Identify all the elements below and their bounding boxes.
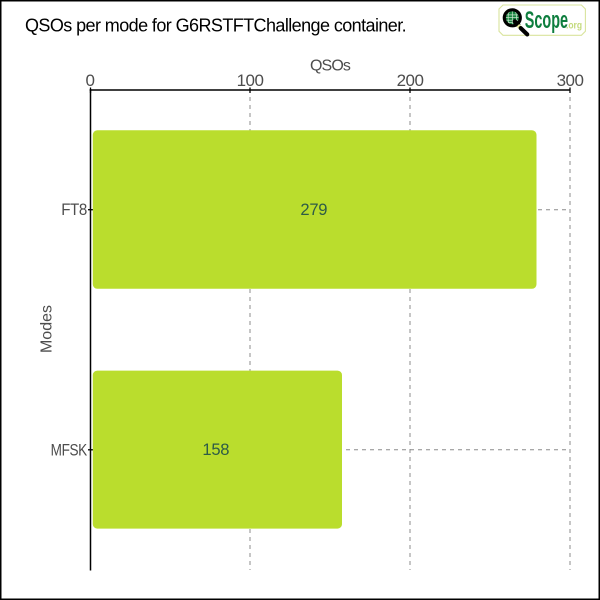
svg-text:Scope: Scope [525,7,568,34]
svg-text:QSOs per mode for G6RSTFTChall: QSOs per mode for G6RSTFTChallenge conta… [25,15,406,35]
svg-text:300: 300 [557,71,584,90]
svg-text:QSOs: QSOs [310,58,351,75]
svg-text:158: 158 [202,440,229,459]
svg-text:Modes: Modes [39,305,56,353]
svg-text:.org: .org [566,20,582,31]
svg-text:MFSK: MFSK [51,441,88,460]
svg-text:FT8: FT8 [61,200,87,219]
svg-text:200: 200 [397,71,424,90]
svg-text:100: 100 [237,71,264,90]
svg-text:279: 279 [300,200,327,219]
svg-text:0: 0 [86,71,95,90]
